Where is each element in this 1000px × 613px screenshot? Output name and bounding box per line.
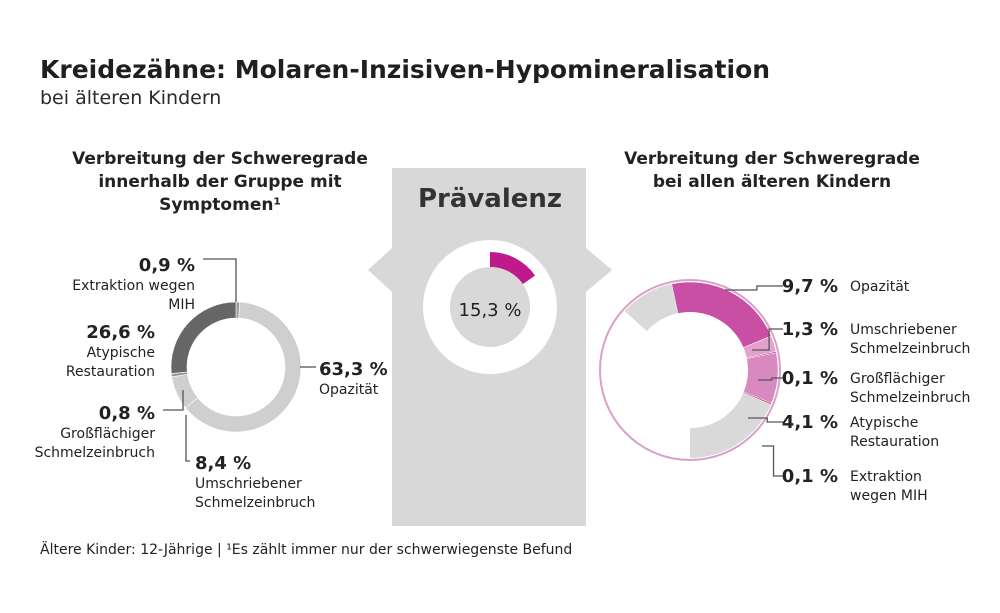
right-hole (646, 312, 748, 428)
right-label-line: Restauration (850, 434, 939, 450)
left-label-extraktion-label-line: MIH (168, 297, 195, 313)
footnote: Ältere Kinder: 12-Jährige | ¹Es zählt im… (40, 542, 573, 558)
left-label-grossflaechig-value: 0,8 % (99, 403, 155, 424)
prevalence-slice (490, 252, 536, 285)
right-leader (752, 328, 783, 351)
right-leader (748, 417, 783, 423)
left-label-opazitaet-label-line: Opazität (319, 382, 379, 398)
right-label-value: 0,1 % (782, 368, 838, 389)
left-label-extraktion-label-line: Extraktion wegen (72, 278, 195, 294)
right-label-line: Schmelzeinbruch (850, 341, 970, 357)
right-label: 1,3 % Umschriebener Schmelzeinbruch (782, 319, 971, 357)
left-label-extraktion-value: 0,9 % (139, 255, 195, 276)
right-label: 0,1 % Extraktion wegen MIH (782, 466, 928, 504)
left-label-atypisch: 26,6 % Atypische Restauration (66, 322, 155, 380)
left-leader-extraktion (203, 258, 237, 302)
right-label-value: 0,1 % (782, 466, 838, 487)
right-leader (725, 285, 783, 291)
right-label-value: 9,7 % (782, 276, 838, 297)
left-label-umschrieben-label-line: Umschriebener (195, 476, 302, 492)
right-label-value: 1,3 % (782, 319, 838, 340)
prevalence-core (450, 267, 530, 347)
prevalence-title: Prävalenz (418, 184, 562, 214)
right-label-line: wegen MIH (850, 488, 928, 504)
left-leader-umschrieben (185, 415, 190, 462)
right-label: 9,7 % Opazität (782, 276, 910, 297)
right-label-line: Atypische (850, 415, 918, 431)
right-chart-heading: Verbreitung der Schweregrade bei allen ä… (624, 149, 920, 192)
right-label-line: Opazität (850, 279, 910, 295)
left-label-umschrieben: 8,4 % Umschriebener Schmelzeinbruch (195, 453, 315, 511)
right-leader (758, 377, 783, 381)
right-label: 4,1 % Atypische Restauration (782, 412, 939, 450)
left-label-umschrieben-label-line: Schmelzeinbruch (195, 495, 315, 511)
right-label-line: Extraktion (850, 469, 922, 485)
right-label-line: Schmelzeinbruch (850, 390, 970, 406)
left-label-extraktion: 0,9 % Extraktion wegen MIH (72, 255, 195, 313)
chart-title: Kreidezähne: Molaren-Inzisiven-Hypominer… (40, 55, 771, 84)
right-cutout (602, 311, 690, 458)
right-leader (762, 445, 783, 477)
right-label-line: Großflächiger (850, 371, 945, 387)
left-label-atypisch-value: 26,6 % (86, 322, 155, 343)
left-label-atypisch-label-line: Atypische (87, 345, 155, 361)
prevalence-value: 15,3 % (459, 300, 522, 321)
left-chart-heading: Verbreitung der Schweregrade innerhalb d… (72, 149, 368, 215)
left-label-umschrieben-value: 8,4 % (195, 453, 251, 474)
left-leader-grossflaechig (163, 390, 184, 411)
left-label-opazitaet-value: 63,3 % (319, 359, 388, 380)
left-slice (184, 301, 302, 433)
left-label-grossflaechig-label-line: Schmelzeinbruch (35, 445, 155, 461)
chart-subtitle: bei älteren Kindern (40, 87, 222, 109)
left-label-grossflaechig: 0,8 % Großflächiger Schmelzeinbruch (35, 403, 156, 461)
left-label-atypisch-label-line: Restauration (66, 364, 155, 380)
right-label-value: 4,1 % (782, 412, 838, 433)
left-label-opazitaet: 63,3 % Opazität (319, 359, 388, 398)
right-label-line: Umschriebener (850, 322, 957, 338)
left-label-grossflaechig-label-line: Großflächiger (60, 426, 155, 442)
right-label: 0,1 % Großflächiger Schmelzeinbruch (782, 368, 971, 406)
